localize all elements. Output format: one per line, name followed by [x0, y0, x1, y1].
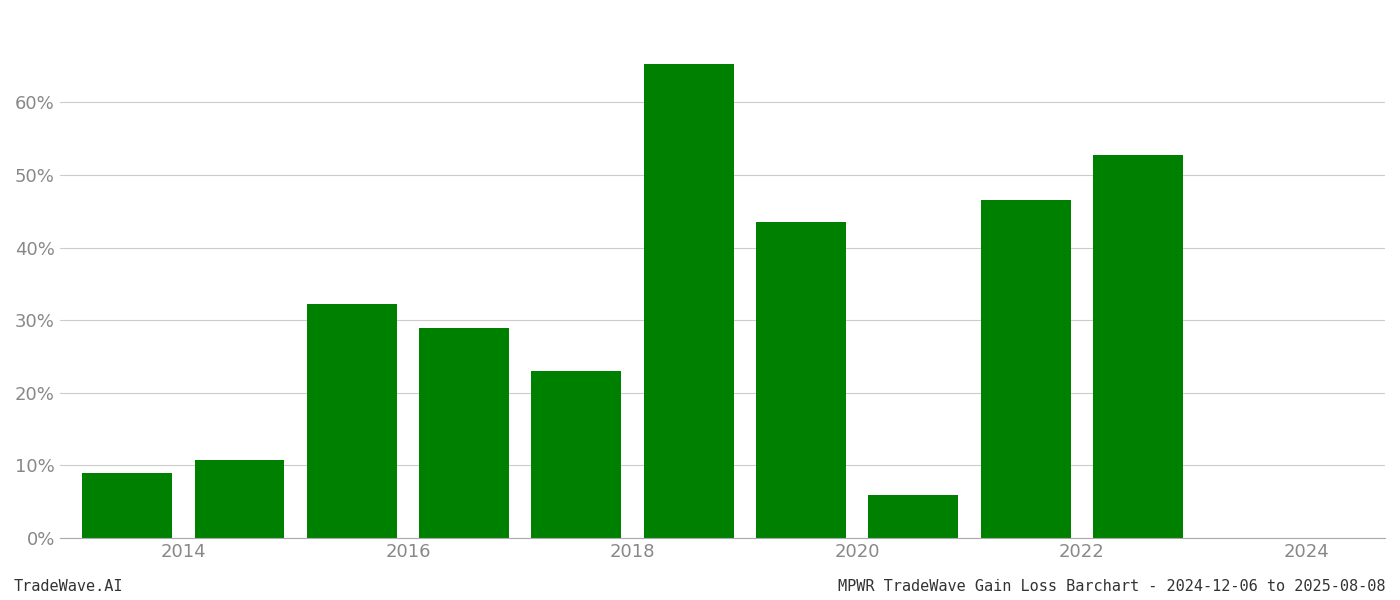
- Bar: [195, 460, 284, 538]
- Text: TradeWave.AI: TradeWave.AI: [14, 579, 123, 594]
- Bar: [532, 371, 622, 538]
- Bar: [307, 304, 396, 538]
- Bar: [980, 200, 1071, 538]
- Text: MPWR TradeWave Gain Loss Barchart - 2024-12-06 to 2025-08-08: MPWR TradeWave Gain Loss Barchart - 2024…: [839, 579, 1386, 594]
- Bar: [419, 328, 510, 538]
- Bar: [644, 64, 734, 538]
- Bar: [83, 473, 172, 538]
- Bar: [756, 222, 846, 538]
- Bar: [1093, 155, 1183, 538]
- Bar: [868, 494, 958, 538]
